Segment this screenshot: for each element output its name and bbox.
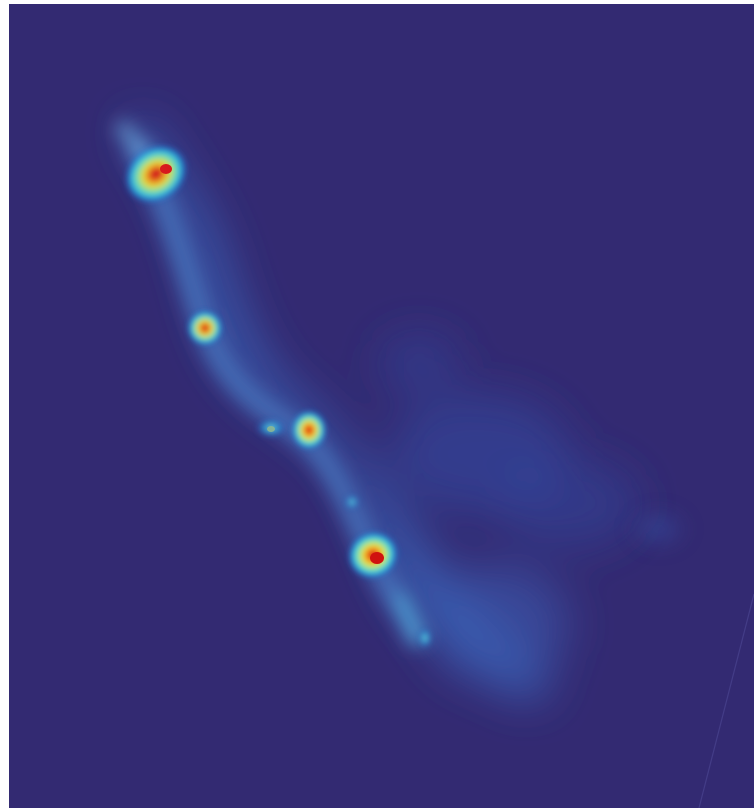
peak-2 <box>187 310 223 346</box>
density-heatmap <box>9 4 754 808</box>
edge-artifact-line <box>698 593 754 808</box>
peak-3 <box>291 410 327 450</box>
knot-lower <box>418 628 432 648</box>
knot-small <box>255 418 287 438</box>
knot-mid <box>344 494 360 510</box>
peak-1 <box>123 143 189 205</box>
diffuse-cloud-right <box>625 505 693 553</box>
heatmap-frame <box>9 4 754 808</box>
peak-4 <box>347 530 399 580</box>
